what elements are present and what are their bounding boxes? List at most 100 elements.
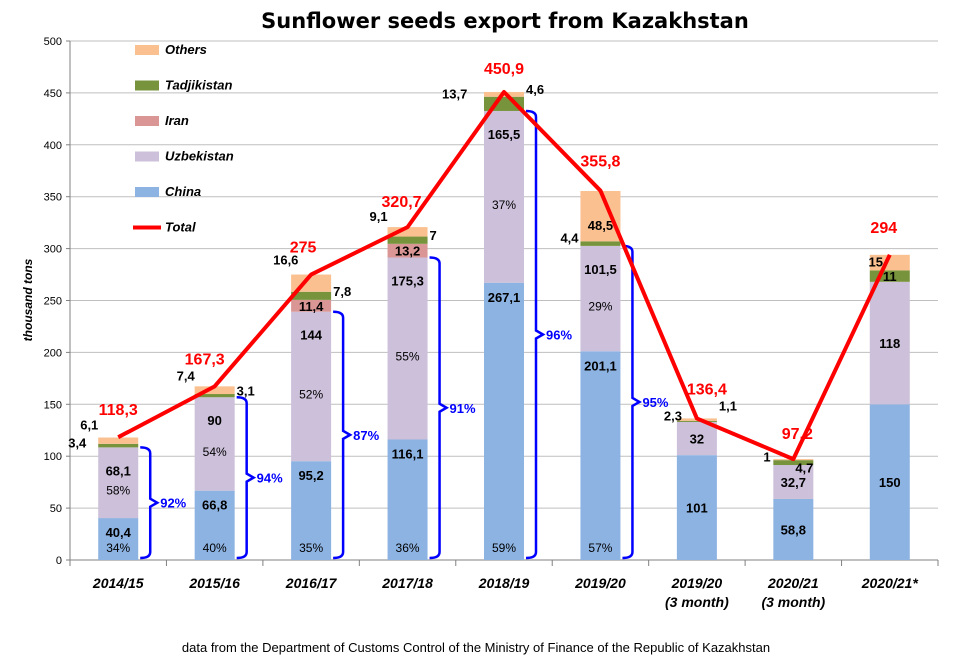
bar-segment (291, 461, 332, 560)
total-value-label: 136,4 (687, 381, 727, 398)
share-percent-label: 57% (588, 541, 612, 555)
bar-value-label: 101,5 (584, 262, 617, 277)
y-tick-label: 0 (56, 555, 62, 567)
bar-segment (773, 498, 814, 560)
y-tick-label: 200 (44, 347, 62, 359)
x-tick-label: (3 month) (665, 594, 729, 610)
x-tick-label: 2019/20 (671, 575, 723, 591)
y-tick-label: 350 (44, 192, 62, 204)
y-tick-label: 100 (44, 451, 62, 463)
bar-segment (869, 270, 910, 282)
bar-value-label: 15 (869, 255, 883, 270)
legend-swatch (135, 187, 159, 197)
x-tick-label: 2014/15 (92, 575, 144, 591)
bar-value-label: 11 (883, 269, 897, 284)
bar-segment (580, 245, 621, 352)
x-tick-label: 2019/20 (574, 575, 626, 591)
bar-value-label: 48,5 (588, 218, 613, 233)
bar-segment (387, 243, 428, 258)
bar-segment (869, 281, 910, 405)
bar-value-label: 3,1 (237, 384, 255, 399)
bar-segment (773, 465, 814, 499)
bar-value-label: 32,7 (781, 475, 806, 490)
legend-label: China (165, 184, 201, 199)
bar-value-label: 150 (879, 475, 901, 490)
total-value-label: 355,8 (580, 154, 620, 171)
bar-segment (869, 404, 910, 560)
share-percent-label: 55% (396, 350, 420, 364)
y-tick-label: 250 (44, 296, 62, 308)
legend-label: Tadjikistan (165, 78, 232, 93)
legend-swatch (135, 151, 159, 162)
bar-value-label: 58,8 (781, 522, 806, 537)
bar-segment (387, 257, 428, 440)
bar-value-label: 175,3 (391, 274, 424, 289)
bar-value-label: 40,4 (106, 525, 132, 540)
bar-segment (98, 447, 139, 519)
share-percent-label: 59% (492, 541, 516, 555)
footnote: data from the Department of Customs Cont… (182, 640, 770, 655)
share-bracket (525, 109, 546, 560)
y-tick-label: 500 (44, 36, 62, 48)
share-percent-label: 58% (106, 484, 130, 498)
total-value-label: 275 (290, 240, 317, 257)
bar-value-label: 201,1 (584, 358, 617, 373)
share-percent-label: 40% (203, 541, 227, 555)
bar-value-label: 9,1 (370, 209, 388, 224)
bar-segment (291, 291, 332, 300)
total-value-label: 450,9 (484, 61, 524, 78)
bar-value-label: 7 (430, 228, 437, 243)
bar-segment (194, 386, 235, 395)
x-tick-label: 2015/16 (188, 575, 240, 591)
plot-area: 0 50 100 150 200 250 300 350 400 450 500 2014/15 201… (44, 36, 939, 610)
total-value-label: 294 (870, 220, 897, 237)
bar-segment (194, 490, 235, 560)
bar-value-label: 13,2 (395, 244, 420, 259)
bar-segment (676, 420, 717, 422)
bar-segment (869, 254, 910, 271)
bar-segment (387, 227, 428, 237)
share-percent-label: 37% (492, 198, 516, 212)
bar-segment (291, 299, 332, 312)
bar-value-label: 32 (690, 432, 704, 447)
bar-value-label: 11,4 (299, 299, 324, 314)
y-axis-label: thousand tons (21, 258, 35, 341)
bar-segment (580, 241, 621, 246)
total-line (117, 89, 892, 462)
legend-label: Uzbekistan (165, 149, 234, 164)
bar-segment (291, 311, 332, 462)
share-bracket-label: 87% (353, 428, 379, 443)
bar-segment (387, 236, 428, 244)
legend-swatch (135, 116, 159, 126)
x-tick-label: 2016/17 (285, 575, 338, 591)
bar-value-label: 116,1 (392, 446, 424, 461)
y-tick-label: 450 (44, 88, 62, 100)
bar-segment (484, 282, 524, 560)
total-value-label: 320,7 (382, 194, 422, 211)
bar-value-label: 267,1 (488, 290, 521, 305)
legend-label: Others (165, 42, 207, 57)
total-value-label: 118,3 (99, 402, 138, 419)
share-bracket-label: 94% (257, 471, 283, 486)
legend-label: Total (165, 220, 196, 235)
bar-value-label: 4,4 (560, 231, 579, 246)
chart-title: Sunflower seeds export from Kazakhstan (261, 9, 749, 33)
share-bracket (622, 244, 642, 560)
bar-segment (194, 397, 235, 491)
legend-swatch (135, 80, 159, 91)
share-bracket (236, 395, 257, 560)
bar-segment (98, 437, 139, 444)
share-percent-label: 35% (299, 541, 323, 555)
x-tick-label: 2017/18 (381, 575, 433, 591)
share-percent-label: 34% (106, 541, 130, 555)
bar-segment (98, 518, 139, 560)
bar-value-label: 95,2 (298, 468, 323, 483)
x-tick-label: 2020/21 (767, 575, 819, 591)
bar-value-label: 118 (879, 336, 900, 351)
bar-segment (580, 351, 621, 560)
share-bracket (333, 310, 353, 560)
bar-value-label: 90 (207, 413, 221, 428)
bar-segment (773, 460, 814, 466)
x-tick-label: 2018/19 (478, 575, 530, 591)
bar-value-label: 3,4 (68, 436, 87, 451)
